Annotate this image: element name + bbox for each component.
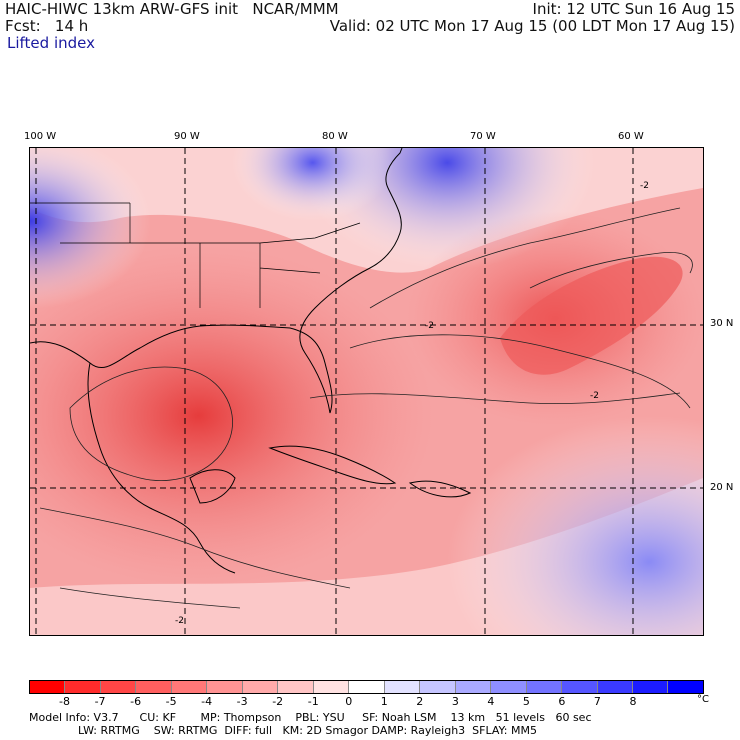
colorbar-tick-label: 0	[345, 695, 353, 708]
colorbar-tick-label: 5	[522, 695, 530, 708]
colorbar-tick-label: -5	[165, 695, 177, 708]
colorbar-segment	[30, 681, 66, 693]
colorbar-tick-label: 1	[380, 695, 388, 708]
valid-time: Valid: 02 UTC Mon 17 Aug 15 (00 LDT Mon …	[329, 17, 735, 35]
lon-label-100w: 100 W	[24, 131, 57, 142]
colorbar-tick-label: -8	[59, 695, 70, 708]
lat-label-30n: 30 N	[710, 318, 734, 329]
model-title: HAIC-HIWC 13km ARW-GFS init NCAR/MMM	[5, 0, 339, 18]
colorbar-segment	[597, 681, 633, 693]
map-canvas: -2 -2 -2 -2	[30, 148, 703, 635]
colorbar-tick-label: -4	[201, 695, 213, 708]
contour-label: -2	[640, 181, 649, 191]
lon-label-90w: 90 W	[174, 131, 200, 142]
lat-label-20n: 20 N	[710, 482, 734, 493]
colorbar-segment	[136, 681, 172, 693]
colorbar-segment	[384, 681, 421, 693]
contours	[39, 207, 693, 609]
colorbar-segment	[242, 681, 279, 693]
graticule	[30, 148, 703, 635]
colorbar-segment	[100, 681, 137, 693]
colorbar-unit: °C	[697, 694, 709, 705]
colorbar-tick-label: -3	[236, 695, 248, 708]
colorbar-segment	[207, 681, 243, 693]
colorbar-segment	[349, 681, 385, 693]
state-borders	[30, 202, 361, 308]
colorbar-tick-label: 6	[558, 695, 566, 708]
cuba-outline	[268, 445, 397, 485]
colorbar-segment	[632, 681, 669, 693]
contour-label: -2	[175, 616, 184, 626]
colorbar-tick-label: 8	[629, 695, 637, 708]
colorbar-tick-label: -2	[272, 695, 284, 708]
colorbar-tick-label: -6	[130, 695, 142, 708]
field-name: Lifted index	[7, 34, 95, 52]
model-info-line1: Model Info: V3.7 CU: KF MP: Thompson PBL…	[29, 711, 592, 724]
contour-label: -2	[590, 391, 599, 401]
colorbar-segment	[65, 681, 101, 693]
colorbar-tick-label: -1	[307, 695, 319, 708]
colorbar-tick-label: 4	[487, 695, 495, 708]
colorbar-segment	[313, 681, 350, 693]
lon-label-80w: 80 W	[322, 131, 348, 142]
model-info-line2: LW: RRTMG SW: RRTMG DIFF: full KM: 2D Sm…	[29, 724, 537, 737]
colorbar-segment	[491, 681, 527, 693]
hispaniola-outline	[408, 480, 472, 498]
lon-label-70w: 70 W	[470, 131, 496, 142]
lifted-index-map: -2 -2 -2 -2	[29, 147, 704, 636]
init-time: Init: 12 UTC Sun 16 Aug 15	[532, 0, 735, 18]
contour-label: -2	[425, 321, 434, 331]
colorbar-segment	[562, 681, 598, 693]
atlantic-warm-swirl	[500, 256, 683, 375]
forecast-hour: Fcst: 14 h	[5, 17, 89, 35]
mexico-coastline	[87, 362, 236, 574]
colorbar-tick-label: 7	[593, 695, 601, 708]
colorbar-tick-label: 2	[416, 695, 424, 708]
colorbar-segment	[420, 681, 456, 693]
colorbar	[29, 680, 704, 694]
colorbar-segment	[278, 681, 314, 693]
colorbar-segment	[668, 681, 703, 693]
colorbar-segment	[171, 681, 208, 693]
colorbar-segment	[526, 681, 563, 693]
us-coastline	[30, 148, 403, 414]
lon-label-60w: 60 W	[618, 131, 644, 142]
colorbar-tick-label: 3	[451, 695, 459, 708]
yucatan-outline	[189, 469, 236, 504]
colorbar-tick-label: -7	[94, 695, 106, 708]
southeast-cool-area	[30, 148, 703, 635]
colorbar-segment	[455, 681, 492, 693]
